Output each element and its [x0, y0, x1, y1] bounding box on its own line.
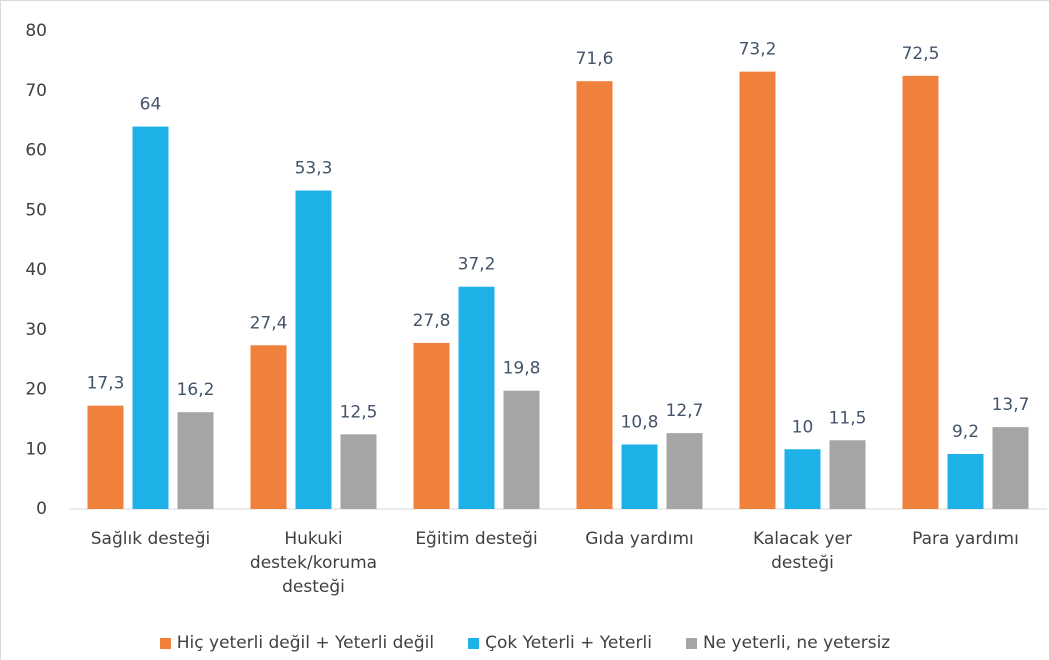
data-label: 37,2	[458, 255, 496, 275]
x-tick-label: Hukuki destek/koruma desteği	[249, 529, 378, 597]
legend-label: Ne yeterli, ne yetersiz	[702, 633, 891, 653]
bar	[829, 440, 866, 509]
bar	[458, 286, 495, 509]
bar	[621, 444, 658, 509]
data-label: 11,5	[829, 408, 867, 428]
y-tick-label: 10	[25, 439, 47, 459]
data-label: 53,3	[295, 159, 333, 179]
legend-label: Hiç yeterli değil + Yeterli değil	[176, 633, 435, 653]
bar	[340, 434, 377, 509]
bar	[177, 412, 214, 509]
legend-item: Hiç yeterli değil + Yeterli değil	[159, 633, 435, 653]
legend-swatch	[685, 637, 697, 649]
data-label: 64	[140, 95, 162, 115]
data-label: 10,8	[621, 412, 659, 432]
x-tick-label: Para yardımı	[912, 529, 1019, 549]
data-label: 17,3	[87, 374, 125, 394]
legend-swatch	[468, 637, 480, 649]
bar	[784, 449, 821, 509]
bar	[250, 345, 287, 509]
data-label: 10	[792, 417, 814, 437]
bar	[503, 390, 540, 509]
x-tick-label: Gıda yardımı	[585, 529, 694, 549]
bar	[992, 427, 1029, 509]
legend-item: Ne yeterli, ne yetersiz	[685, 633, 891, 653]
legend-label: Çok Yeterli + Yeterli	[485, 633, 652, 653]
data-label: 71,6	[576, 49, 614, 69]
y-tick-label: 70	[25, 81, 47, 101]
data-label: 12,5	[340, 402, 378, 422]
x-tick-label: Sağlık desteği	[90, 529, 211, 549]
data-label: 13,7	[992, 395, 1030, 415]
data-label: 73,2	[739, 40, 777, 60]
bar	[576, 81, 613, 509]
bar	[87, 405, 124, 509]
bar	[295, 190, 332, 509]
bar	[947, 454, 984, 509]
bar	[413, 342, 450, 509]
y-tick-label: 60	[25, 141, 47, 161]
legend: Hiç yeterli değil + Yeterli değil Çok Yet…	[1, 633, 1049, 653]
data-label: 19,8	[503, 359, 541, 379]
y-tick-label: 40	[25, 260, 47, 280]
data-label: 9,2	[952, 422, 979, 442]
legend-swatch	[159, 637, 171, 649]
data-label: 27,8	[413, 311, 451, 331]
legend-item: Çok Yeterli + Yeterli	[468, 633, 652, 653]
bar	[666, 433, 703, 509]
x-tick-label: Kalacak yer desteği	[753, 529, 852, 573]
y-tick-label: 30	[25, 320, 47, 340]
x-tick-label: Eğitim desteği	[415, 529, 538, 549]
data-label: 12,7	[666, 401, 704, 421]
y-tick-label: 80	[25, 21, 47, 41]
data-label: 16,2	[177, 380, 215, 400]
y-tick-label: 50	[25, 200, 47, 220]
y-tick-label: 20	[25, 380, 47, 400]
y-tick-label: 0	[36, 499, 47, 519]
bar	[902, 75, 939, 509]
bar	[739, 71, 776, 509]
bar	[132, 126, 169, 509]
data-label: 72,5	[902, 44, 940, 64]
data-label: 27,4	[250, 313, 288, 333]
